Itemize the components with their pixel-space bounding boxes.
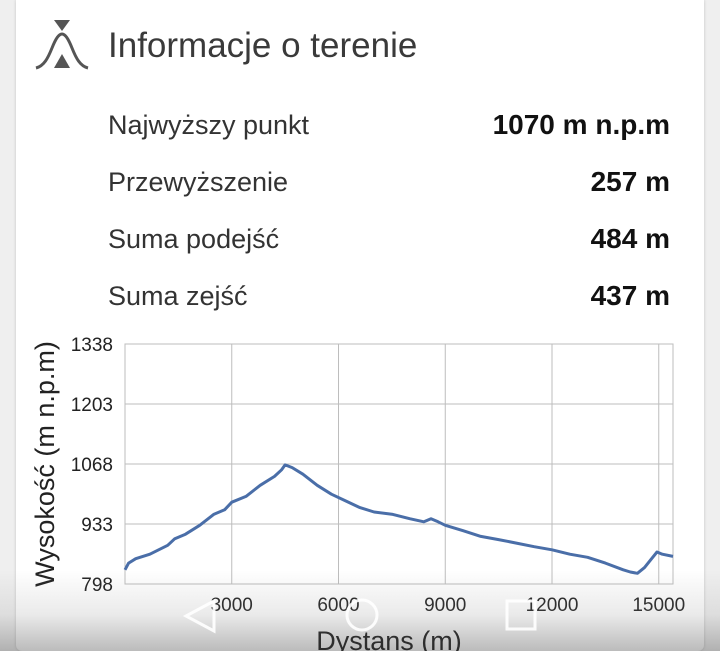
stat-value: 1070 m n.p.m	[492, 109, 670, 140]
y-axis-label: Wysokość (m n.p.m)	[30, 341, 60, 587]
x-tick-label: 9000	[424, 595, 466, 616]
stat-label: Najwyższy punkt	[108, 110, 310, 140]
card-header: Informacje o terenie	[16, 0, 704, 95]
x-axis-label: Dystans (m)	[316, 626, 462, 651]
recent-apps-icon[interactable]	[504, 598, 538, 632]
y-tick-label: 1203	[71, 395, 113, 416]
terrain-info-card: Informacje o terenie Najwyższy punkt 107…	[16, 0, 704, 651]
x-tick-label: 15000	[632, 595, 685, 616]
stat-row-total-descent: Suma zejść 437 m	[108, 277, 670, 317]
stat-label: Suma zejść	[108, 281, 248, 311]
stat-value: 484 m	[590, 223, 670, 254]
x-tick-label: 3000	[211, 595, 253, 616]
stat-label: Przewyższenie	[108, 167, 289, 197]
y-tick-label: 1068	[71, 455, 113, 476]
y-tick-label: 1338	[71, 335, 113, 356]
stat-row-highest-point: Najwyższy punkt 1070 m n.p.m	[108, 106, 670, 146]
plot-frame	[124, 343, 674, 585]
elevation-series-line	[123, 463, 674, 575]
stat-value: 257 m	[590, 166, 670, 197]
y-tick-label: 933	[81, 515, 113, 536]
x-tick-label: 12000	[526, 595, 579, 616]
page-title: Informacje o terenie	[108, 26, 418, 65]
terrain-icon	[35, 20, 89, 70]
navigation-bar	[0, 570, 720, 651]
stat-value: 437 m	[590, 280, 670, 311]
stat-row-total-ascent: Suma podejść 484 m	[108, 220, 670, 260]
home-icon[interactable]	[343, 596, 381, 634]
back-icon[interactable]	[182, 598, 218, 634]
stat-label: Suma podejść	[108, 224, 280, 254]
elevation-chart: 7989331068120313383000600090001200015000…	[30, 335, 685, 651]
y-tick-label: 798	[81, 575, 113, 596]
stat-row-elevation-gain: Przewyższenie 257 m	[108, 163, 670, 203]
